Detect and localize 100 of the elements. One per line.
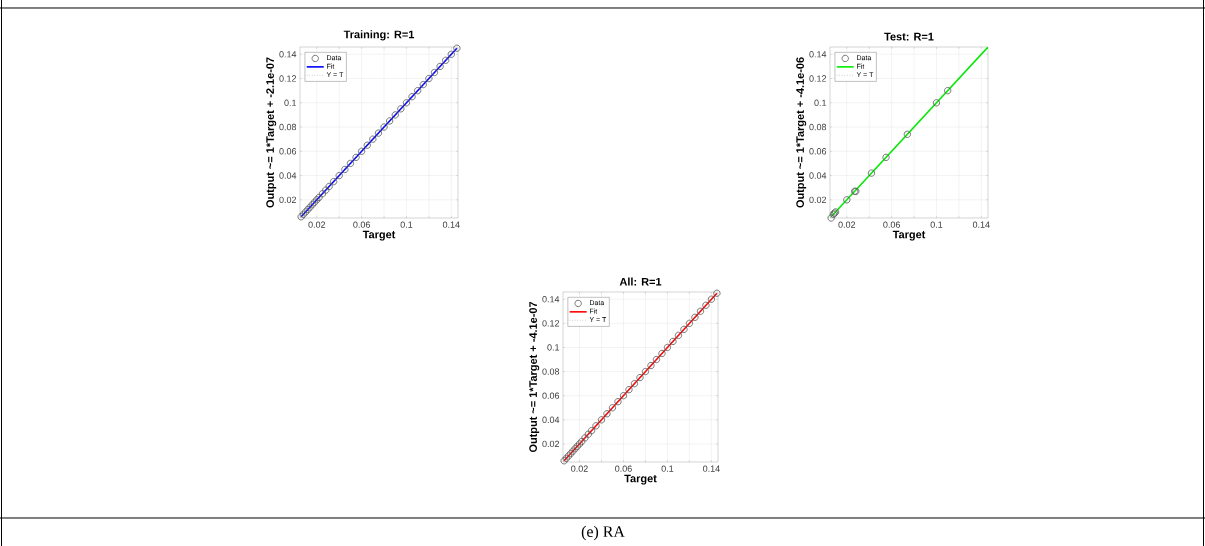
- x-tick-label: 0.14: [972, 221, 990, 228]
- point: [944, 87, 952, 95]
- point: [374, 129, 383, 137]
- point: [680, 325, 688, 333]
- point: [652, 355, 661, 364]
- point: [573, 442, 581, 450]
- point: [447, 50, 455, 58]
- point: [658, 349, 666, 358]
- x-axis-title: Target: [362, 230, 396, 241]
- y-tick-label: 0.1: [547, 344, 560, 351]
- point: [702, 301, 710, 309]
- point: [882, 153, 890, 161]
- point: [843, 196, 851, 204]
- point: [363, 141, 371, 149]
- point: [597, 416, 606, 424]
- y-tick-label: 0.04: [279, 172, 297, 179]
- x-tick-label: 0.06: [615, 465, 632, 472]
- point: [578, 437, 586, 446]
- y-axis-title: Output ~= 1*Target + -2.1e-07: [266, 57, 277, 208]
- chart-title: Test: R=1: [884, 32, 934, 41]
- point: [575, 440, 584, 448]
- y-tick-label: 0.04: [542, 416, 560, 423]
- y-tick-label: 0.1: [284, 99, 297, 106]
- point: [630, 380, 639, 388]
- y-tick-label: 0.06: [279, 148, 297, 155]
- point: [592, 422, 600, 430]
- y-tick-label: 0.08: [279, 123, 297, 131]
- chart-title: Training: R=1: [343, 30, 415, 41]
- point: [588, 427, 596, 435]
- x-tick-label: 0.02: [838, 221, 856, 228]
- point: [696, 307, 705, 315]
- point: [614, 398, 622, 406]
- point: [867, 169, 876, 177]
- point: [567, 449, 575, 458]
- point: [391, 111, 399, 119]
- point: [352, 153, 360, 161]
- x-axis-title: Target: [624, 474, 657, 485]
- x-tick-label: 0.1: [930, 221, 943, 228]
- chart-title: All: R=1: [619, 277, 662, 286]
- point: [581, 434, 589, 442]
- point: [560, 457, 568, 465]
- point: [619, 392, 628, 400]
- point: [453, 44, 461, 52]
- y-tick-label: 0.1: [814, 99, 827, 106]
- x-tick-label: 0.14: [442, 221, 460, 228]
- point: [564, 452, 573, 460]
- y-tick-label: 0.04: [809, 172, 827, 179]
- point: [674, 331, 683, 339]
- point: [442, 56, 450, 64]
- point: [669, 337, 677, 346]
- y-tick-label: 0.06: [809, 148, 827, 155]
- x-tick-label: 0.1: [661, 465, 674, 472]
- point: [685, 319, 694, 327]
- point: [430, 68, 439, 77]
- point: [304, 205, 312, 214]
- point: [302, 208, 310, 216]
- point: [625, 386, 633, 394]
- point: [297, 213, 305, 221]
- point: [358, 147, 366, 155]
- point: [313, 196, 321, 204]
- x-tick-label: 0.14: [703, 465, 720, 472]
- point: [346, 159, 355, 168]
- y-tick-label: 0.14: [809, 51, 827, 58]
- y-tick-label: 0.12: [809, 75, 827, 82]
- point: [322, 186, 330, 194]
- point: [647, 361, 655, 370]
- y-tick-label: 0.14: [542, 296, 560, 303]
- point: [341, 165, 349, 174]
- point: [380, 123, 388, 131]
- point: [386, 117, 394, 125]
- point: [369, 135, 377, 143]
- point: [713, 289, 721, 297]
- y-tick-label: 0.02: [809, 196, 827, 203]
- y-axis-title: Output ~= 1*Target + -4.1e-07: [529, 301, 540, 453]
- y-tick-label: 0.12: [542, 320, 560, 327]
- point: [707, 295, 716, 303]
- point: [562, 454, 570, 462]
- point: [414, 87, 422, 95]
- point: [310, 198, 319, 206]
- y-tick-label: 0.02: [542, 440, 560, 448]
- x-tick-label: 0.02: [571, 465, 588, 472]
- x-tick-label: 0.1: [400, 221, 413, 228]
- point: [315, 193, 323, 201]
- point: [318, 190, 327, 198]
- y-tick-label: 0.08: [542, 368, 560, 375]
- point: [641, 367, 650, 376]
- point: [663, 343, 672, 352]
- point: [903, 130, 911, 138]
- y-tick-label: 0.02: [279, 196, 297, 203]
- x-axis-title: Target: [892, 230, 926, 241]
- point: [603, 410, 611, 418]
- point: [419, 81, 427, 89]
- point: [408, 93, 416, 101]
- point: [584, 430, 592, 438]
- point: [299, 210, 307, 218]
- point: [636, 374, 644, 382]
- point: [436, 62, 444, 70]
- point: [325, 182, 333, 191]
- point: [397, 105, 405, 113]
- y-tick-label: 0.14: [279, 51, 297, 58]
